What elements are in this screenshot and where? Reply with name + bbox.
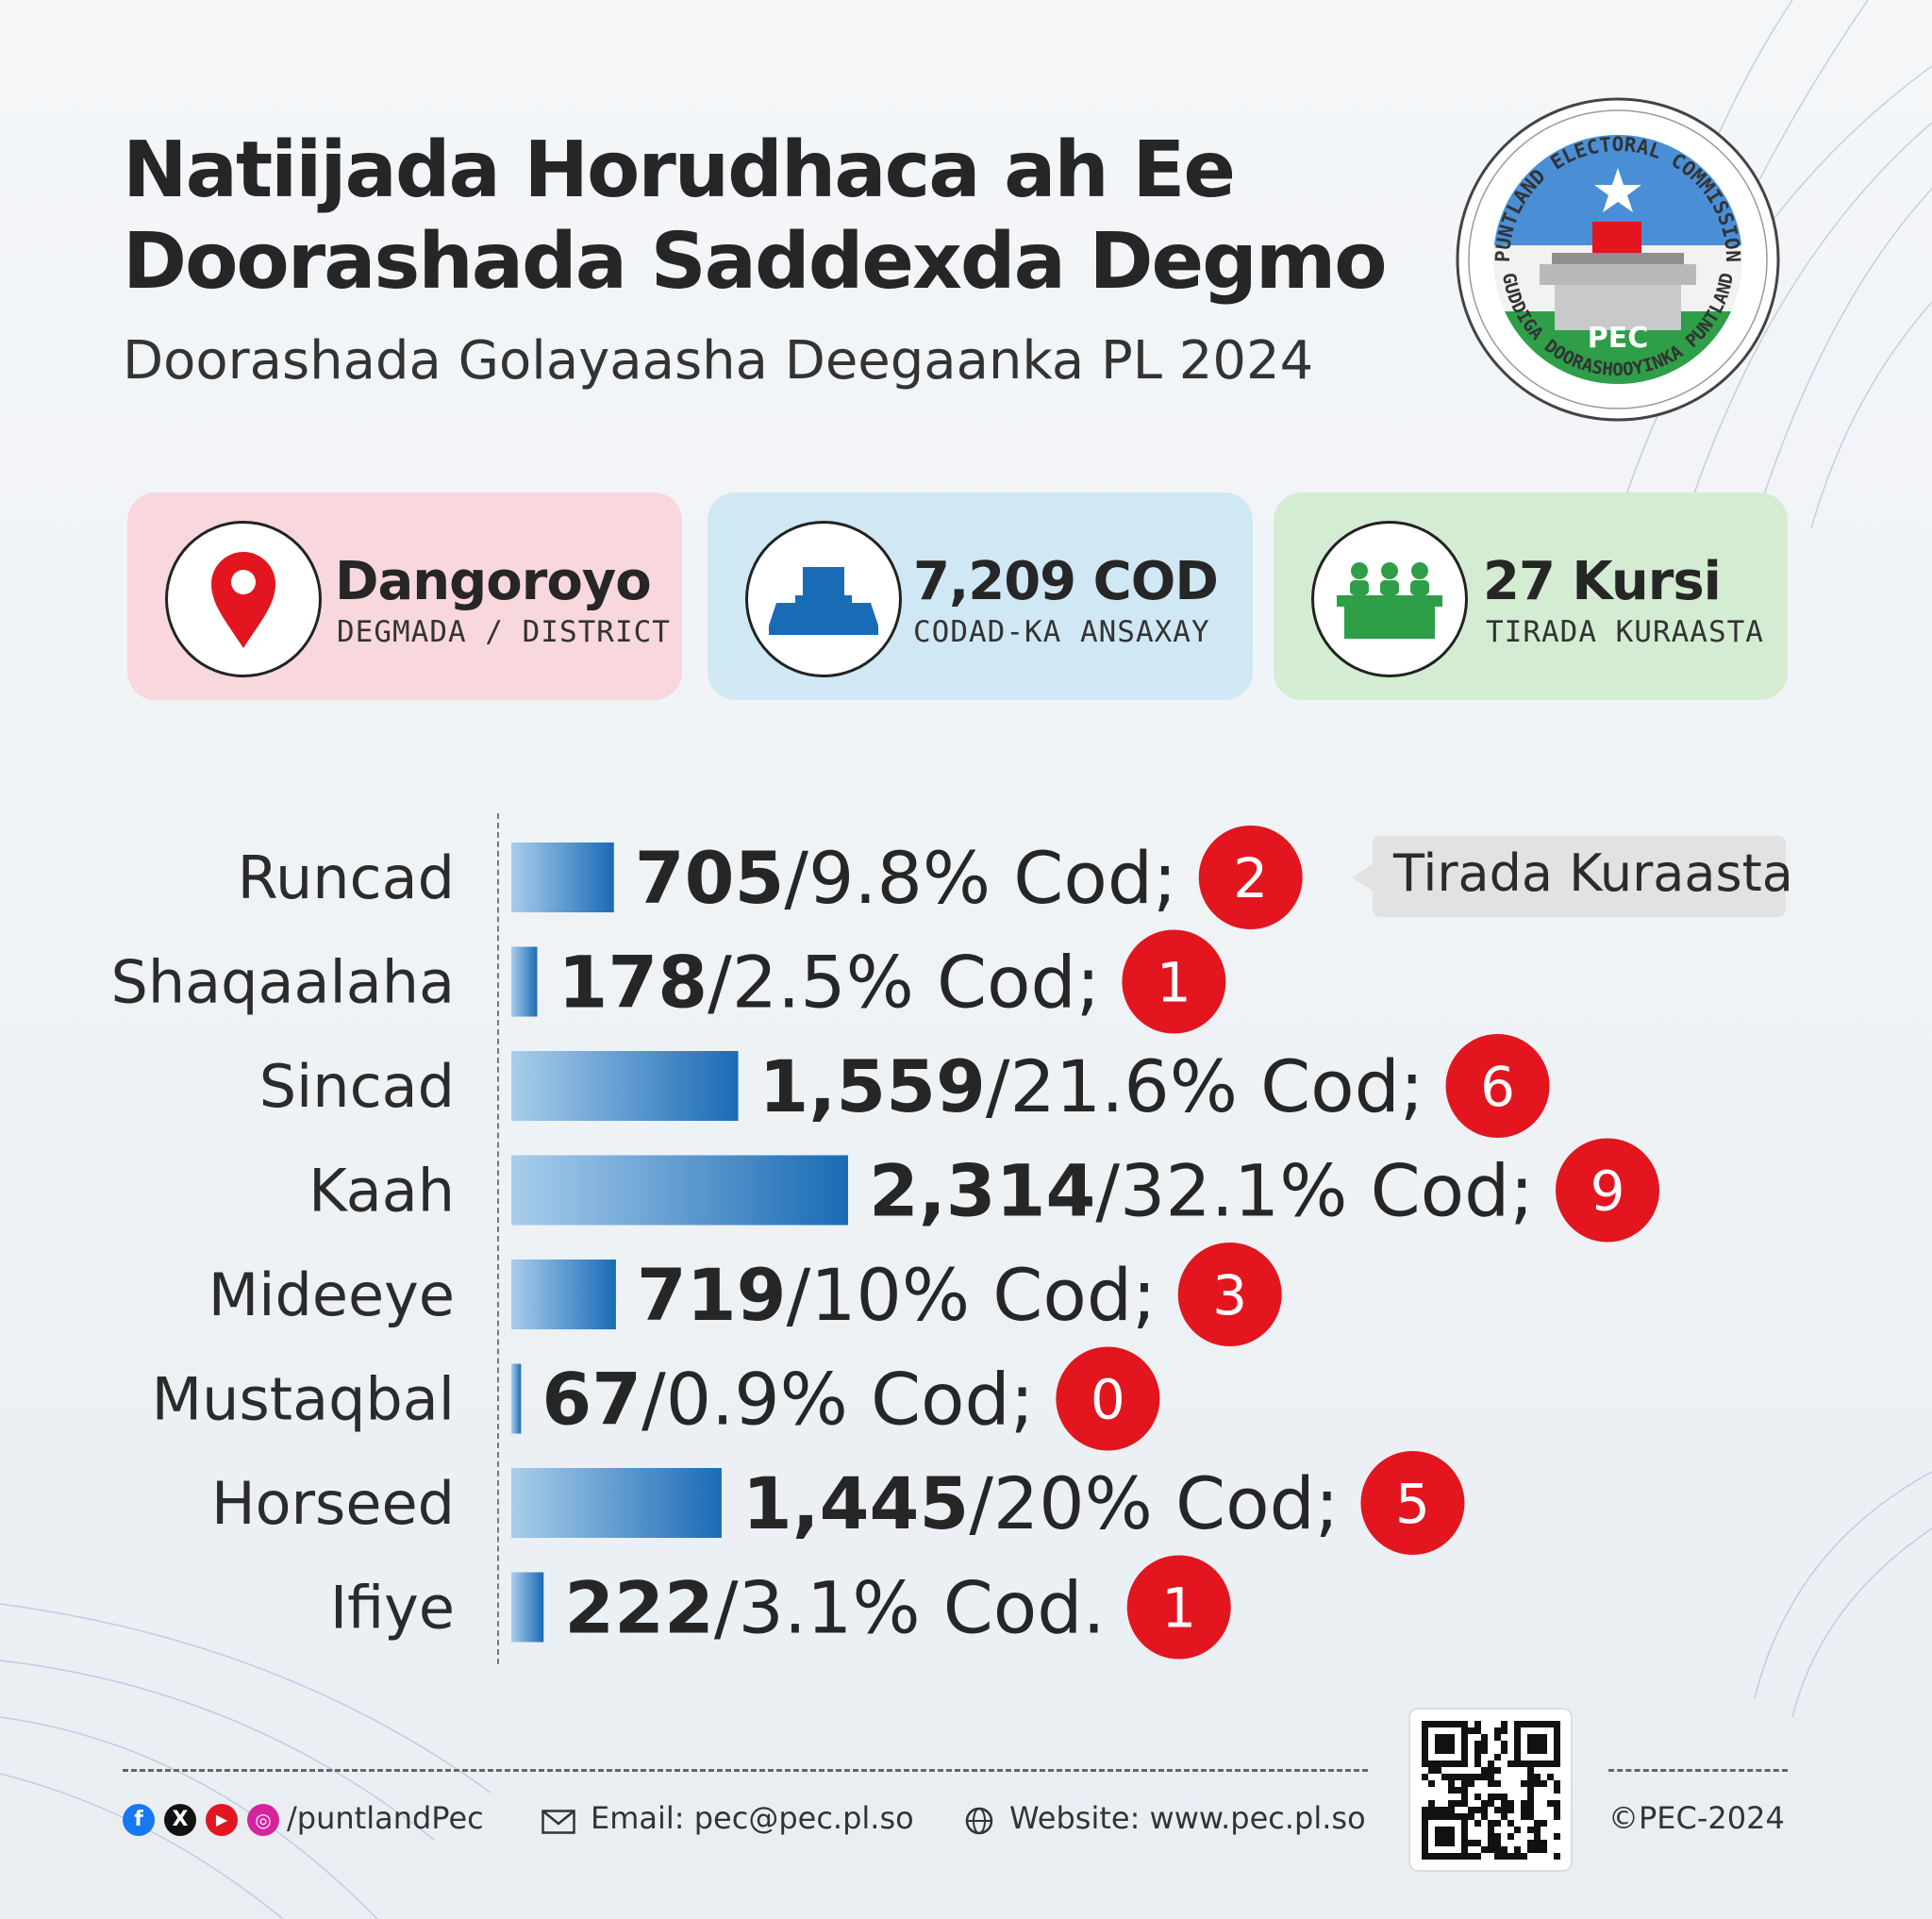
seat-badge-mustaqbal [1056, 1346, 1160, 1451]
seat-badge-horseed [1360, 1451, 1465, 1555]
bar-value-label-mideeye: 719/10% Cod; [637, 1253, 1157, 1337]
bar-kaah [511, 1155, 848, 1226]
seat-count-ifiye: 1 [1161, 1577, 1196, 1641]
page-subtitle: Doorashada Golayaasha Deegaanka PL 2024 [123, 330, 1314, 392]
seat-badge-kaah [1556, 1138, 1660, 1243]
social-handle[interactable]: /puntlandPec [287, 1800, 484, 1836]
bar-value-label-runcad: 705/9.8% Cod; [635, 836, 1177, 920]
seat-badge-shaqaalaha [1122, 929, 1226, 1034]
instagram-icon[interactable]: ◎ [247, 1804, 279, 1836]
qr-code[interactable] [1410, 1710, 1571, 1870]
bar-label-shaqaalaha: Shaqaalaha [111, 948, 456, 1017]
x-icon[interactable]: X [164, 1804, 196, 1836]
seats-callout-text: Tirada Kuraasta [1393, 843, 1793, 903]
bar-value-label-mustaqbal: 67/0.9% Cod; [541, 1358, 1034, 1442]
bar-value-label-kaah: 2,314/32.1% Cod; [869, 1149, 1534, 1233]
svg-text:PEC: PEC [1588, 322, 1649, 355]
valid-votes-card: 7,209 COD CODAD-KA ANSAXAY [708, 492, 1253, 700]
youtube-icon[interactable]: ▶ [206, 1804, 238, 1836]
seat-count-mustaqbal: 0 [1091, 1368, 1125, 1432]
page-title: Natiijada Horudhaca ah Ee Doorashada Sad… [123, 125, 1388, 307]
facebook-icon[interactable]: f [123, 1804, 155, 1836]
bar-label-runcad: Runcad [238, 843, 455, 912]
bar-label-sincad: Sincad [259, 1052, 455, 1121]
valid-votes-total: 7,209 COD [913, 551, 1219, 612]
seat-count-sincad: 6 [1480, 1055, 1515, 1119]
bar-mideeye [511, 1260, 616, 1329]
bar-value-label-horseed: 1,445/20% Cod; [742, 1461, 1340, 1545]
seat-badge-sincad [1445, 1034, 1550, 1138]
bar-sincad [511, 1051, 739, 1121]
valid-votes-label: CODAD-KA ANSAXAY [913, 615, 1210, 649]
seat-count-shaqaalaha: 1 [1157, 951, 1191, 1015]
seat-count-horseed: 5 [1395, 1472, 1430, 1536]
seat-badge-ifiye [1126, 1555, 1231, 1660]
chart-axis-line [497, 813, 499, 1664]
bar-shaqaalaha [511, 946, 538, 1017]
bar-value-label-sincad: 1,559/21.6% Cod; [759, 1044, 1424, 1128]
globe-icon [965, 1807, 993, 1835]
bar-horseed [511, 1468, 722, 1538]
bar-ifiye [511, 1572, 544, 1643]
footer-divider-left [123, 1769, 1368, 1772]
mail-icon [541, 1810, 575, 1834]
district-name: Dangoroyo [335, 551, 652, 612]
bar-label-horseed: Horseed [211, 1469, 455, 1538]
bar-value-label-shaqaalaha: 178/2.5% Cod; [558, 941, 1100, 1025]
bar-label-ifiye: Ifiye [330, 1574, 455, 1643]
seat-count-mideeye: 3 [1212, 1263, 1247, 1327]
footer-copyright: ©PEC-2024 [1608, 1800, 1785, 1836]
bar-value-label-ifiye: 222/3.1% Cod. [564, 1566, 1105, 1650]
bar-label-mideeye: Mideeye [208, 1260, 455, 1329]
seat-count-kaah: 9 [1591, 1160, 1625, 1224]
seats-card: 27 Kursi TIRADA KURAASTA [1274, 492, 1788, 700]
map-pin-icon [165, 521, 322, 677]
seat-badge-mideeye [1177, 1243, 1282, 1346]
bar-label-kaah: Kaah [308, 1157, 455, 1226]
seat-count-runcad: 2 [1233, 846, 1268, 910]
seat-badge-runcad [1198, 826, 1303, 929]
bar-mustaqbal [511, 1363, 522, 1434]
seats-callout: Tirada Kuraasta [1352, 836, 1793, 917]
ballot-box-icon [745, 521, 902, 677]
bar-runcad [511, 843, 614, 912]
footer-divider-right [1608, 1769, 1788, 1772]
footer-email[interactable]: Email: pec@pec.pl.so [591, 1800, 914, 1836]
bar-label-mustaqbal: Mustaqbal [152, 1365, 455, 1434]
district-label: DEGMADA / DISTRICT [337, 615, 671, 649]
council-table-icon [1311, 521, 1468, 677]
district-card: Dangoroyo DEGMADA / DISTRICT [127, 492, 682, 700]
seats-label: TIRADA KURAASTA [1486, 615, 1764, 649]
pec-logo: PEC PUNTLAND ELECTORAL COMMISSION GUDDIG… [1456, 97, 1780, 422]
footer-website[interactable]: Website: www.pec.pl.so [1009, 1800, 1366, 1836]
seats-total: 27 Kursi [1483, 551, 1722, 612]
